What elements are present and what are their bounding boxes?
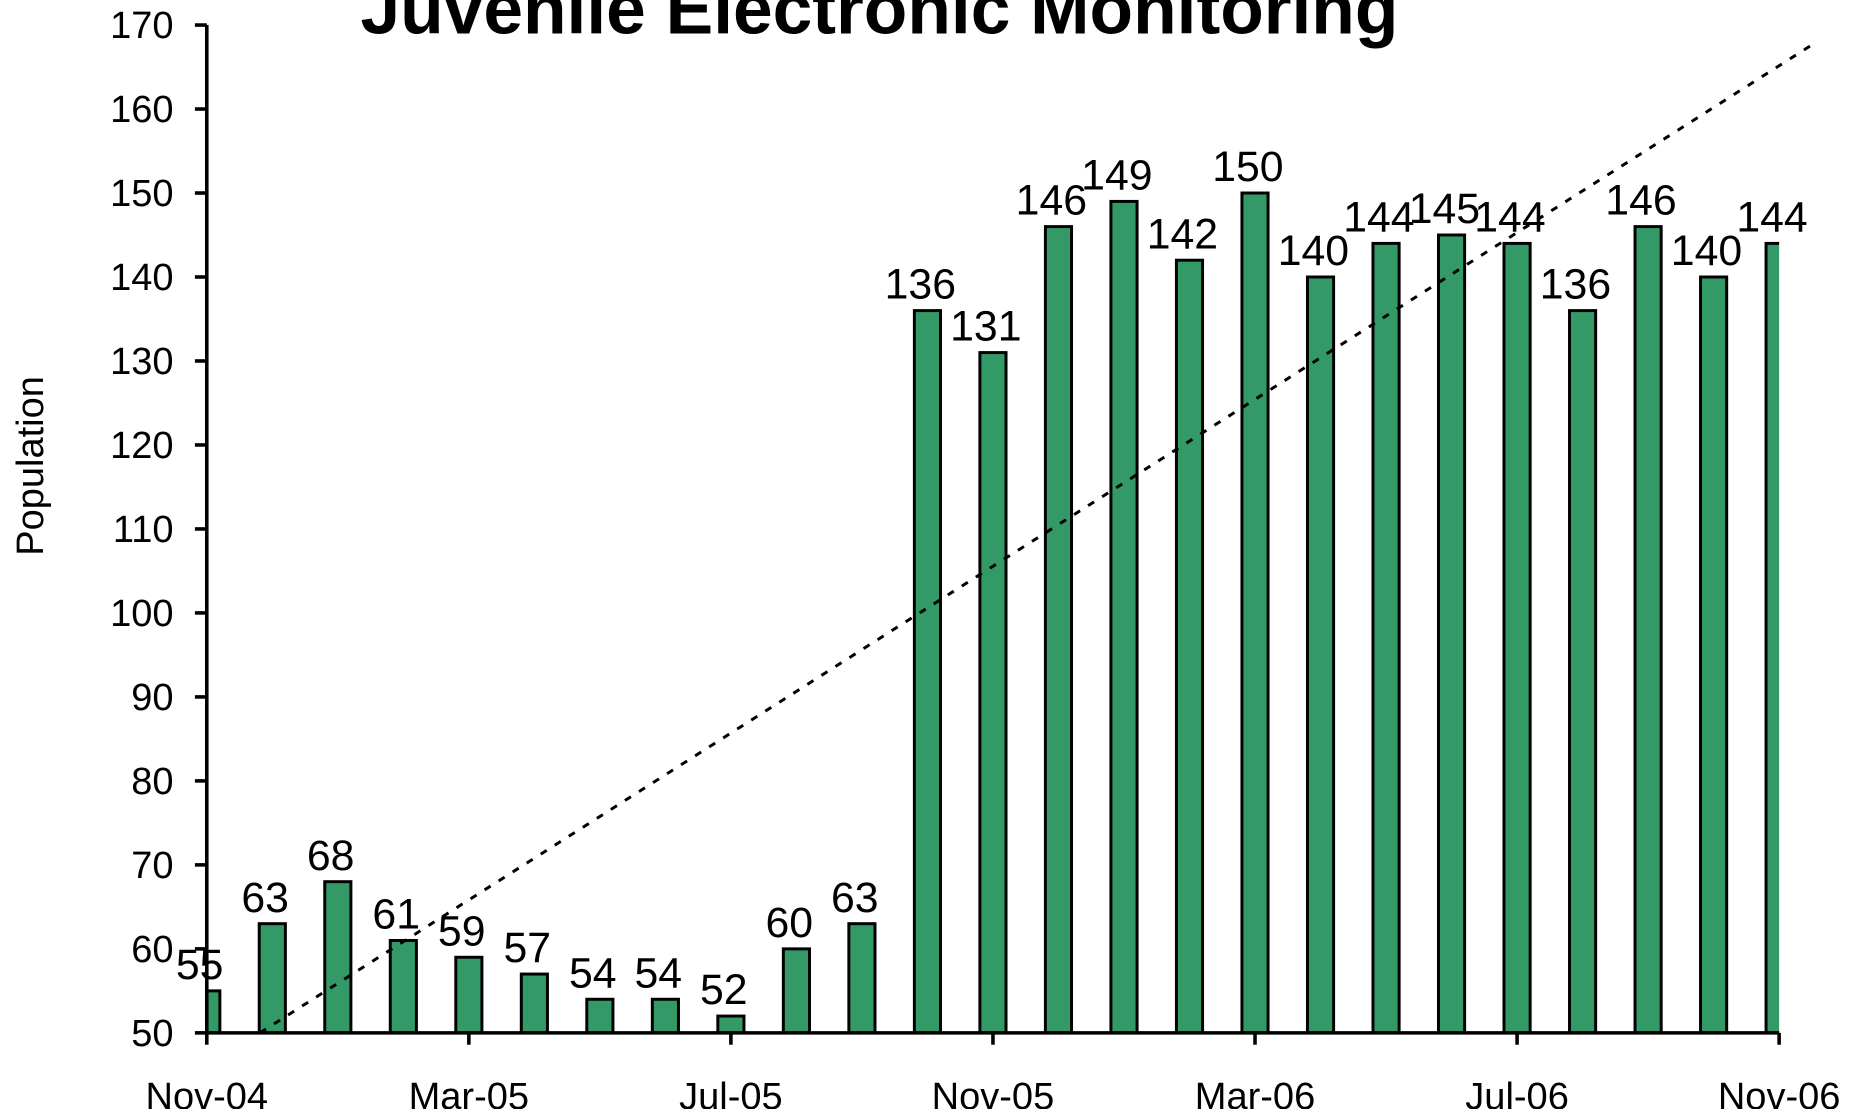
x-tick-label: Mar-05 [409, 1076, 529, 1109]
x-tick-label: Jul-06 [1465, 1076, 1569, 1109]
bar [585, 997, 615, 1035]
y-tick-label: 170 [110, 5, 173, 47]
data-label: 136 [885, 261, 956, 309]
y-tick-label: 100 [110, 593, 173, 635]
data-label: 54 [569, 949, 617, 997]
y-tick-label: 90 [131, 677, 173, 719]
data-label: 60 [765, 899, 813, 947]
y-tick-label: 70 [131, 845, 173, 887]
y-tick-label: 130 [110, 341, 173, 383]
bar [847, 922, 877, 1035]
bar [257, 922, 287, 1035]
bar [1305, 275, 1336, 1035]
data-label: 142 [1147, 210, 1218, 258]
data-label: 136 [1540, 261, 1611, 309]
bar [1502, 241, 1532, 1035]
plot-area [206, 191, 1780, 1035]
bar [1043, 225, 1074, 1035]
x-tick-label: Mar-06 [1195, 1076, 1315, 1109]
x-tick-label: Nov-06 [1718, 1076, 1841, 1109]
bar [978, 351, 1008, 1035]
data-label: 140 [1671, 227, 1742, 275]
chart-title: Juvenile Electronic Monitoring [361, 0, 1399, 49]
bar [1633, 225, 1663, 1035]
data-label: 52 [700, 966, 748, 1014]
data-label: 63 [241, 874, 289, 922]
data-label: 131 [950, 303, 1021, 351]
y-tick-label: 120 [110, 425, 173, 467]
bar [1764, 241, 1780, 1035]
y-tick-label: 160 [110, 89, 173, 131]
y-tick-label: 150 [110, 173, 173, 215]
bar [1109, 199, 1139, 1035]
y-tick-label: 80 [131, 761, 173, 803]
y-tick-label: 50 [131, 1013, 173, 1055]
bar [912, 309, 943, 1035]
data-label: 144 [1343, 194, 1414, 242]
bar [1436, 233, 1467, 1035]
data-label: 144 [1736, 194, 1807, 242]
bar [716, 1014, 746, 1035]
x-tick-label: Nov-04 [146, 1076, 269, 1109]
y-tick-label: 110 [113, 509, 174, 551]
data-label: 146 [1605, 177, 1676, 225]
data-label: 55 [176, 941, 224, 989]
bar [1371, 241, 1401, 1035]
data-label: 140 [1278, 227, 1349, 275]
bar [650, 997, 680, 1035]
data-label: 63 [831, 874, 879, 922]
data-label: 61 [372, 891, 420, 939]
bar [1174, 258, 1205, 1035]
data-label: 150 [1212, 143, 1283, 191]
bar [388, 938, 418, 1035]
data-label: 149 [1081, 152, 1152, 200]
data-label: 145 [1409, 185, 1480, 233]
data-label: 54 [634, 949, 682, 997]
bar [323, 880, 353, 1035]
y-tick-label: 140 [110, 257, 173, 299]
data-label: 68 [307, 832, 355, 880]
x-tick-label: Jul-05 [679, 1076, 783, 1109]
bar [519, 972, 549, 1035]
data-label: 57 [503, 924, 551, 972]
y-axis-label: Population [10, 376, 52, 556]
data-label: 144 [1474, 194, 1545, 242]
bar [206, 989, 222, 1035]
bar [454, 955, 484, 1035]
bar [781, 947, 811, 1035]
trendline [259, 43, 1813, 1035]
bar [1699, 275, 1729, 1035]
bar [1240, 191, 1270, 1035]
y-tick-label: 60 [131, 929, 173, 971]
bar [1568, 309, 1598, 1035]
x-tick-label: Nov-05 [932, 1076, 1055, 1109]
data-label: 146 [1016, 177, 1087, 225]
